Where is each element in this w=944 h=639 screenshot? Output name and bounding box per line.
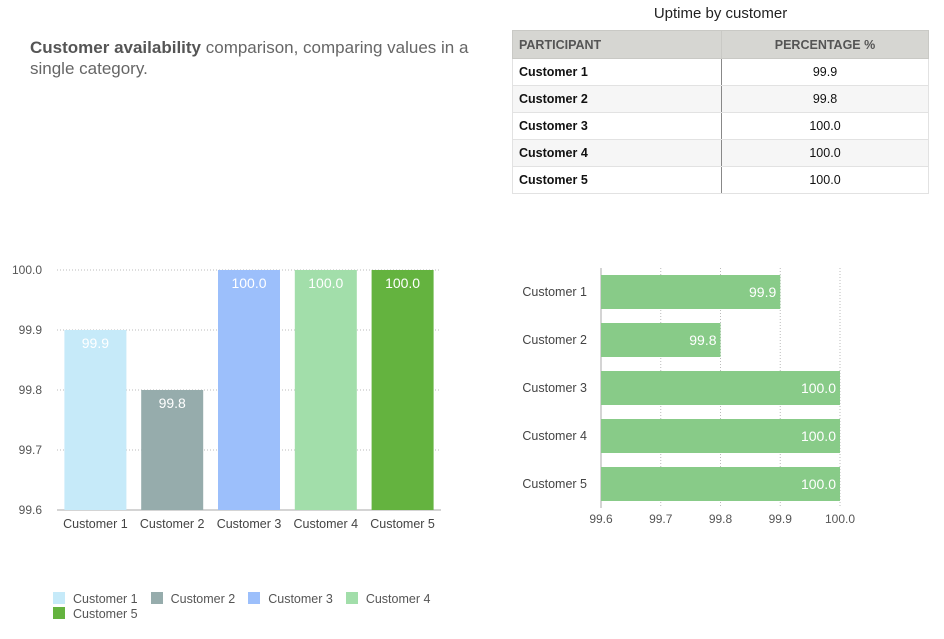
bar-value-label: 100.0 [801,380,836,396]
row-participant: Customer 2 [512,85,722,113]
x-tick-label: Customer 1 [63,517,128,531]
x-tick-label: 100.0 [825,512,855,526]
legend-item: Customer 1 [53,592,138,607]
x-tick-label: Customer 2 [140,517,205,531]
bar [294,270,357,510]
table-row: Customer 5 100.0 [512,166,929,194]
bar [371,270,434,510]
row-percentage: 100.0 [721,112,929,140]
bar [601,275,781,309]
table-title: Uptime by customer [653,5,788,22]
row-percentage: 99.8 [721,85,929,113]
y-tick-label: 99.9 [19,323,43,337]
legend-swatch [345,592,358,604]
legend-item: Customer 5 [53,607,138,622]
legend-label: Customer 5 [73,607,138,621]
row-percentage: 100.0 [721,139,929,167]
table-header-row: PARTICIPANT PERCENTAGE % [512,30,929,59]
table-row: Customer 4 100.0 [512,139,929,167]
y-tick-label: Customer 3 [522,381,587,395]
chart-legend: Customer 1 Customer 2 Customer 3 Customer 4… [53,592,473,622]
bar-value-label: 100.0 [801,476,836,492]
y-tick-label: Customer 2 [522,333,587,347]
legend-item: Customer 2 [150,592,236,607]
legend-item: Customer 3 [248,592,333,607]
bar [601,371,840,405]
legend-label: Customer 1 [73,592,138,606]
bar [64,330,127,510]
legend-label: Customer 2 [170,592,236,606]
y-tick-label: 99.7 [19,443,43,457]
legend-swatch [248,592,261,604]
x-tick-label: 99.9 [769,512,793,526]
y-tick-label: 99.8 [19,383,43,397]
table-row: Customer 3 100.0 [512,112,929,140]
row-percentage: 99.9 [721,58,929,86]
y-tick-label: Customer 5 [522,477,587,491]
row-participant: Customer 3 [512,112,722,140]
bar-value-label: 99.9 [749,284,776,300]
legend-item: Customer 4 [345,592,431,607]
x-tick-label: Customer 5 [370,517,435,531]
intro-text: Customer availability comparison, compar… [30,37,470,79]
row-participant: Customer 4 [512,139,722,167]
y-tick-label: 100.0 [12,263,42,277]
bar-value-label: 99.8 [159,395,186,411]
intro-rest: comparison, comparing values in a single… [30,38,469,78]
bar-value-label: 100.0 [385,275,420,291]
bar [601,323,721,357]
x-tick-label: 99.6 [589,512,613,526]
row-participant: Customer 5 [512,166,722,194]
row-participant: Customer 1 [512,58,722,86]
bar [141,390,204,510]
y-tick-label: Customer 4 [522,429,587,443]
bar-value-label: 100.0 [308,275,343,291]
vertical-bar-chart: 99.6 99.7 99.8 99.9 100.0 99.9 Customer 1 99.8 C… [12,263,441,531]
bar [601,467,840,501]
table-row: Customer 1 99.9 [512,58,929,86]
bar-value-label: 99.9 [82,335,109,351]
table-row: Customer 2 99.8 [512,85,929,113]
header-participant: PARTICIPANT [512,30,722,59]
legend-label: Customer 3 [268,592,333,606]
x-tick-label: 99.8 [709,512,733,526]
horizontal-bar-chart: 99.6 99.7 99.8 99.9 100.0 99.9 Customer 1 99.8 C… [522,268,855,526]
intro-bold: Customer availability [30,38,202,57]
bar-value-label: 100.0 [801,428,836,444]
bar [218,270,280,510]
y-tick-label: 99.6 [19,503,43,517]
x-tick-label: 99.7 [649,512,673,526]
legend-swatch [150,592,163,604]
bar-value-label: 100.0 [231,275,266,291]
bar-value-label: 99.8 [689,332,716,348]
x-tick-label: Customer 3 [217,517,282,531]
y-tick-label: Customer 1 [522,285,587,299]
legend-swatch [53,607,65,619]
x-tick-label: Customer 4 [293,517,358,531]
uptime-table: PARTICIPANT PERCENTAGE % Customer 1 99.9… [512,30,929,194]
header-percentage: PERCENTAGE % [721,30,929,59]
bar [601,419,840,453]
row-percentage: 100.0 [721,166,929,194]
legend-label: Customer 4 [365,592,431,606]
legend-swatch [53,592,65,604]
